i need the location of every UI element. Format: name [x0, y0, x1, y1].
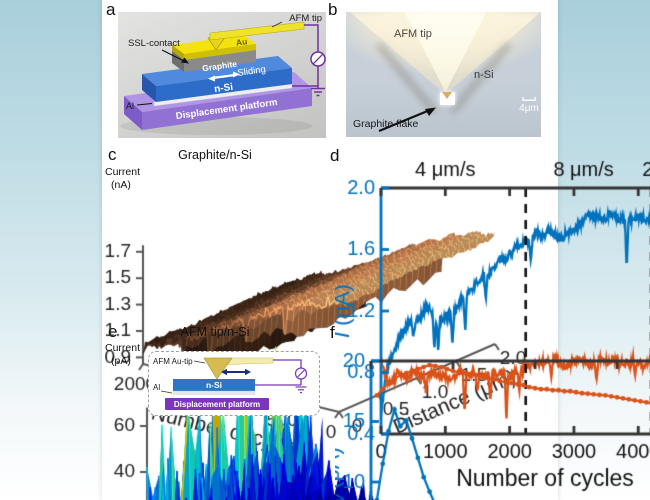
inset-ammeter-icon [294, 367, 308, 380]
inset-tip-cone [203, 357, 233, 380]
scale-bar-label: 4μm [519, 103, 539, 114]
panel-label-b: b [328, 0, 338, 19]
graphite-flake-label: Graphite flake [353, 118, 419, 130]
ssl-contact-arrow [161, 49, 189, 64]
inset-sliding-arrow-icon [221, 368, 251, 376]
nsi-photo-label: n-Si [474, 69, 494, 81]
sliding-arrow-icon [208, 71, 240, 82]
inset-tip-pointer [193, 360, 206, 364]
afm-tip-label: AFM tip [289, 13, 322, 24]
graphite-label: Graphite [202, 59, 238, 74]
ground-icon [311, 87, 325, 97]
inset-nsi-bar [173, 379, 255, 391]
scale-bar-icon [522, 97, 536, 101]
afm-tip-pointer [271, 21, 283, 28]
panel-c-title: Graphite/n-Si [178, 148, 252, 162]
inset-afm-au-tip-label: AFM Au-tip [153, 357, 193, 366]
al-label: Al [126, 101, 134, 111]
inset-ground-icon [295, 386, 307, 394]
sliding-label: Sliding [237, 64, 267, 79]
inset-wires [255, 359, 302, 386]
panel-a-schematic: Displacement platform n-Si Sliding [118, 12, 326, 138]
inset-al-label: Al [153, 383, 160, 392]
inset-platform-label: Displacement platform [174, 400, 260, 409]
nsi-label: n-Si [214, 82, 234, 95]
circuit-wires [292, 24, 319, 88]
panel-f-chart-canvas [335, 325, 650, 500]
afm-tip-photo-label: AFM tip [394, 28, 432, 40]
afm-cantilever [209, 21, 305, 41]
nsi-slab-3d: n-Si Sliding [142, 56, 292, 102]
au-label: Au [235, 36, 248, 47]
flake-arrow [378, 107, 436, 133]
inset-platform-bar [165, 398, 269, 410]
ammeter-icon [310, 51, 326, 67]
panel-b-micrograph: AFM tip n-Si Graphite flake 4μm [346, 12, 541, 137]
panel-label-c: c [108, 145, 117, 164]
tip-reflection [442, 92, 452, 99]
ssl-contact-label: SSL-contact [128, 38, 180, 49]
panel-label-d: d [330, 147, 339, 164]
al-pointer [136, 103, 153, 106]
graphite-flake-image [440, 92, 455, 105]
inset-nsi-label: n-Si [206, 380, 222, 390]
panel-label-a: a [106, 0, 116, 19]
inset-al-pointer [160, 390, 173, 394]
panel-e-inset-schematic: AFM Au-tip n-Si Al Displacement platform [148, 351, 320, 416]
ssl-contact-schematic: Displacement platform n-Si Sliding [120, 13, 326, 135]
inset-schematic-svg: AFM Au-tip n-Si Al Displacement platform [153, 357, 308, 410]
photo-vignette [346, 12, 541, 137]
panel-e-title: AFM tip/n-Si [180, 325, 250, 339]
inset-al-strip [172, 390, 256, 395]
